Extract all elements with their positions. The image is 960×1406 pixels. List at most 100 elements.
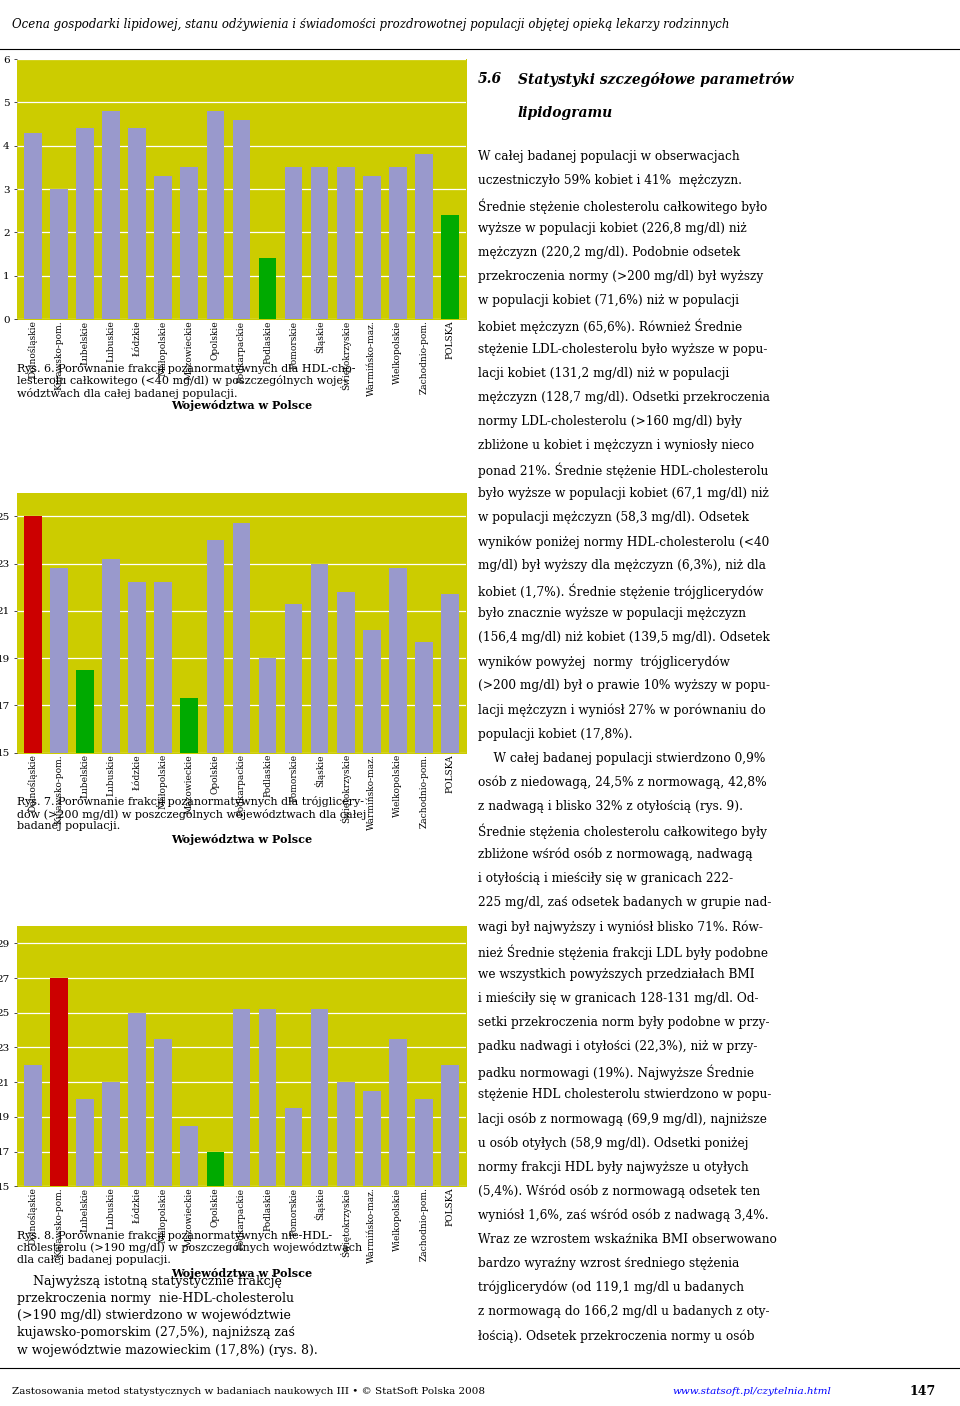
- Text: Rys. 7. Porównanie frakcji pozanormatywnych dla trójglicery-
dów (>200 mg/dl) w : Rys. 7. Porównanie frakcji pozanormatywn…: [17, 796, 367, 831]
- Text: Najwyższą istotną statystycznie frakcję: Najwyższą istotną statystycznie frakcję: [17, 1274, 282, 1288]
- Text: populacji kobiet (17,8%).: populacji kobiet (17,8%).: [478, 727, 633, 741]
- Text: (>200 mg/dl) był o prawie 10% wyższy w popu-: (>200 mg/dl) był o prawie 10% wyższy w p…: [478, 679, 770, 692]
- Bar: [206, 1152, 225, 1406]
- Bar: [180, 167, 198, 319]
- Bar: [103, 1083, 120, 1406]
- Bar: [180, 1125, 198, 1406]
- Bar: [180, 699, 198, 1108]
- Text: setki przekroczenia norm były podobne w przy-: setki przekroczenia norm były podobne w …: [478, 1017, 770, 1029]
- Bar: [129, 1012, 146, 1406]
- Text: Rys. 6. Porównanie frakcji pozanormatywnych dla HDL-cho-
lesterolu całkowitego (: Rys. 6. Porównanie frakcji pozanormatywn…: [17, 363, 356, 399]
- Text: stężenie LDL-cholesterolu było wyższe w popu-: stężenie LDL-cholesterolu było wyższe w …: [478, 343, 767, 356]
- Text: (156,4 mg/dl) niż kobiet (139,5 mg/dl). Odsetek: (156,4 mg/dl) niż kobiet (139,5 mg/dl). …: [478, 631, 770, 644]
- Text: 5.6: 5.6: [478, 72, 502, 86]
- Bar: [129, 128, 146, 319]
- Bar: [206, 540, 225, 1108]
- Bar: [24, 132, 42, 319]
- Text: osób z niedowagą, 24,5% z normowagą, 42,8%: osób z niedowagą, 24,5% z normowagą, 42,…: [478, 776, 767, 789]
- Text: kujawsko-pomorskim (27,5%), najniższą zaś: kujawsko-pomorskim (27,5%), najniższą za…: [17, 1326, 295, 1339]
- Text: padku normowagi (19%). Najwyższe Średnie: padku normowagi (19%). Najwyższe Średnie: [478, 1064, 754, 1080]
- Bar: [103, 111, 120, 319]
- Text: mężczyzn (128,7 mg/dl). Odsetki przekroczenia: mężczyzn (128,7 mg/dl). Odsetki przekroc…: [478, 391, 770, 404]
- Bar: [103, 558, 120, 1108]
- Bar: [258, 1010, 276, 1406]
- Bar: [389, 167, 407, 319]
- Text: u osób otyłych (58,9 mg/dl). Odsetki poniżej: u osób otyłych (58,9 mg/dl). Odsetki pon…: [478, 1136, 749, 1150]
- Text: Rys. 8. Porównanie frakcji pozanormatywnych nie-HDL-
cholesterolu (>190 mg/dl) w: Rys. 8. Porównanie frakcji pozanormatywn…: [17, 1229, 363, 1265]
- Text: wyższe w populacji kobiet (226,8 mg/dl) niż: wyższe w populacji kobiet (226,8 mg/dl) …: [478, 222, 747, 235]
- Text: było znacznie wyższe w populacji mężczyzn: było znacznie wyższe w populacji mężczyz…: [478, 607, 746, 620]
- Text: (>190 mg/dl) stwierdzono w województwie: (>190 mg/dl) stwierdzono w województwie: [17, 1309, 291, 1323]
- Bar: [337, 1083, 354, 1406]
- Text: w województwie mazowieckim (17,8%) (rys. 8).: w województwie mazowieckim (17,8%) (rys.…: [17, 1343, 318, 1357]
- Text: Średnie stężenie cholesterolu całkowitego było: Średnie stężenie cholesterolu całkowiteg…: [478, 198, 767, 214]
- Bar: [24, 516, 42, 1108]
- Text: wyniósł 1,6%, zaś wśród osób z nadwagą 3,4%.: wyniósł 1,6%, zaś wśród osób z nadwagą 3…: [478, 1209, 769, 1222]
- X-axis label: Województwa w Polsce: Województwa w Polsce: [171, 834, 312, 845]
- Text: Wraz ze wzrostem wskaźnika BMI obserwowano: Wraz ze wzrostem wskaźnika BMI obserwowa…: [478, 1233, 777, 1246]
- Bar: [311, 1010, 328, 1406]
- Text: lacji osób z normowagą (69,9 mg/dl), najniższe: lacji osób z normowagą (69,9 mg/dl), naj…: [478, 1112, 767, 1126]
- Text: nież Średnie stężenia frakcji LDL były podobne: nież Średnie stężenia frakcji LDL były p…: [478, 943, 768, 959]
- Text: przekroczenia normy  nie-HDL-cholesterolu: przekroczenia normy nie-HDL-cholesterolu: [17, 1292, 295, 1305]
- Bar: [415, 1099, 433, 1406]
- Text: łością). Odsetek przekroczenia normy u osób: łością). Odsetek przekroczenia normy u o…: [478, 1329, 755, 1343]
- Bar: [285, 1108, 302, 1406]
- Text: stężenie HDL cholesterolu stwierdzono w popu-: stężenie HDL cholesterolu stwierdzono w …: [478, 1088, 772, 1101]
- Text: padku nadwagi i otyłości (22,3%), niż w przy-: padku nadwagi i otyłości (22,3%), niż w …: [478, 1040, 757, 1053]
- Bar: [389, 1039, 407, 1406]
- Text: przekroczenia normy (>200 mg/dl) był wyższy: przekroczenia normy (>200 mg/dl) był wyż…: [478, 270, 763, 284]
- Bar: [311, 167, 328, 319]
- Bar: [206, 111, 225, 319]
- Text: i mieściły się w granicach 128-131 mg/dl. Od-: i mieściły się w granicach 128-131 mg/dl…: [478, 993, 758, 1005]
- X-axis label: Województwa w Polsce: Województwa w Polsce: [171, 1267, 312, 1278]
- Text: kobiet (1,7%). Średnie stężenie trójglicerydów: kobiet (1,7%). Średnie stężenie trójglic…: [478, 583, 763, 599]
- Bar: [441, 595, 459, 1108]
- Bar: [285, 603, 302, 1108]
- Text: lacji kobiet (131,2 mg/dl) niż w populacji: lacji kobiet (131,2 mg/dl) niż w populac…: [478, 367, 730, 380]
- Text: trójglicerydów (od 119,1 mg/dl u badanych: trójglicerydów (od 119,1 mg/dl u badanyc…: [478, 1281, 744, 1295]
- Text: Zastosowania metod statystycznych w badaniach naukowych III • © StatSoft Polska : Zastosowania metod statystycznych w bada…: [12, 1386, 485, 1396]
- Text: zbliżone wśród osób z normowagą, nadwagą: zbliżone wśród osób z normowagą, nadwagą: [478, 848, 753, 862]
- Text: Ocena gospodarki lipidowej, stanu odżywienia i świadomości prozdrowotnej populac: Ocena gospodarki lipidowej, stanu odżywi…: [12, 18, 729, 31]
- Text: uczestniczyło 59% kobiet i 41%  mężczyzn.: uczestniczyło 59% kobiet i 41% mężczyzn.: [478, 174, 742, 187]
- Text: mężczyzn (220,2 mg/dl). Podobnie odsetek: mężczyzn (220,2 mg/dl). Podobnie odsetek: [478, 246, 740, 259]
- Text: 225 mg/dl, zaś odsetek badanych w grupie nad-: 225 mg/dl, zaś odsetek badanych w grupie…: [478, 896, 772, 908]
- X-axis label: Województwa w Polsce: Województwa w Polsce: [171, 401, 312, 412]
- Bar: [258, 259, 276, 319]
- Bar: [415, 155, 433, 319]
- Bar: [389, 568, 407, 1108]
- Text: wyników poniżej normy HDL-cholesterolu (<40: wyników poniżej normy HDL-cholesterolu (…: [478, 536, 769, 548]
- Text: normy LDL-cholesterolu (>160 mg/dl) były: normy LDL-cholesterolu (>160 mg/dl) były: [478, 415, 742, 427]
- Bar: [363, 630, 380, 1108]
- Text: www.statsoft.pl/czytelnia.html: www.statsoft.pl/czytelnia.html: [672, 1386, 830, 1396]
- Bar: [232, 1010, 251, 1406]
- Text: bardzo wyraźny wzrost średniego stężenia: bardzo wyraźny wzrost średniego stężenia: [478, 1257, 739, 1270]
- Bar: [311, 564, 328, 1108]
- Text: z nadwagą i blisko 32% z otyłością (rys. 9).: z nadwagą i blisko 32% z otyłością (rys.…: [478, 800, 743, 813]
- Bar: [232, 523, 251, 1108]
- Bar: [155, 1039, 172, 1406]
- Bar: [24, 1064, 42, 1406]
- Bar: [415, 641, 433, 1108]
- Text: w populacji mężczyzn (58,3 mg/dl). Odsetek: w populacji mężczyzn (58,3 mg/dl). Odset…: [478, 510, 749, 524]
- Text: zbliżone u kobiet i mężczyzn i wyniosły nieco: zbliżone u kobiet i mężczyzn i wyniosły …: [478, 439, 755, 451]
- Bar: [50, 568, 68, 1108]
- Bar: [441, 215, 459, 319]
- Bar: [285, 167, 302, 319]
- Text: 147: 147: [910, 1385, 936, 1398]
- Bar: [155, 582, 172, 1108]
- Text: mg/dl) był wyższy dla mężczyzn (6,3%), niż dla: mg/dl) był wyższy dla mężczyzn (6,3%), n…: [478, 560, 766, 572]
- Bar: [363, 176, 380, 319]
- Bar: [76, 128, 94, 319]
- Text: Średnie stężenia cholesterolu całkowitego były: Średnie stężenia cholesterolu całkowiteg…: [478, 824, 767, 839]
- Text: W całej badanej populacji stwierdzono 0,9%: W całej badanej populacji stwierdzono 0,…: [478, 752, 765, 765]
- Text: kobiet mężczyzn (65,6%). Również Średnie: kobiet mężczyzn (65,6%). Również Średnie: [478, 319, 742, 335]
- Bar: [155, 176, 172, 319]
- Text: wagi był najwyższy i wyniósł blisko 71%. Rów-: wagi był najwyższy i wyniósł blisko 71%.…: [478, 920, 763, 934]
- Bar: [258, 658, 276, 1108]
- Bar: [337, 592, 354, 1108]
- Bar: [232, 120, 251, 319]
- Text: we wszystkich powyższych przedziałach BMI: we wszystkich powyższych przedziałach BM…: [478, 969, 755, 981]
- Bar: [337, 167, 354, 319]
